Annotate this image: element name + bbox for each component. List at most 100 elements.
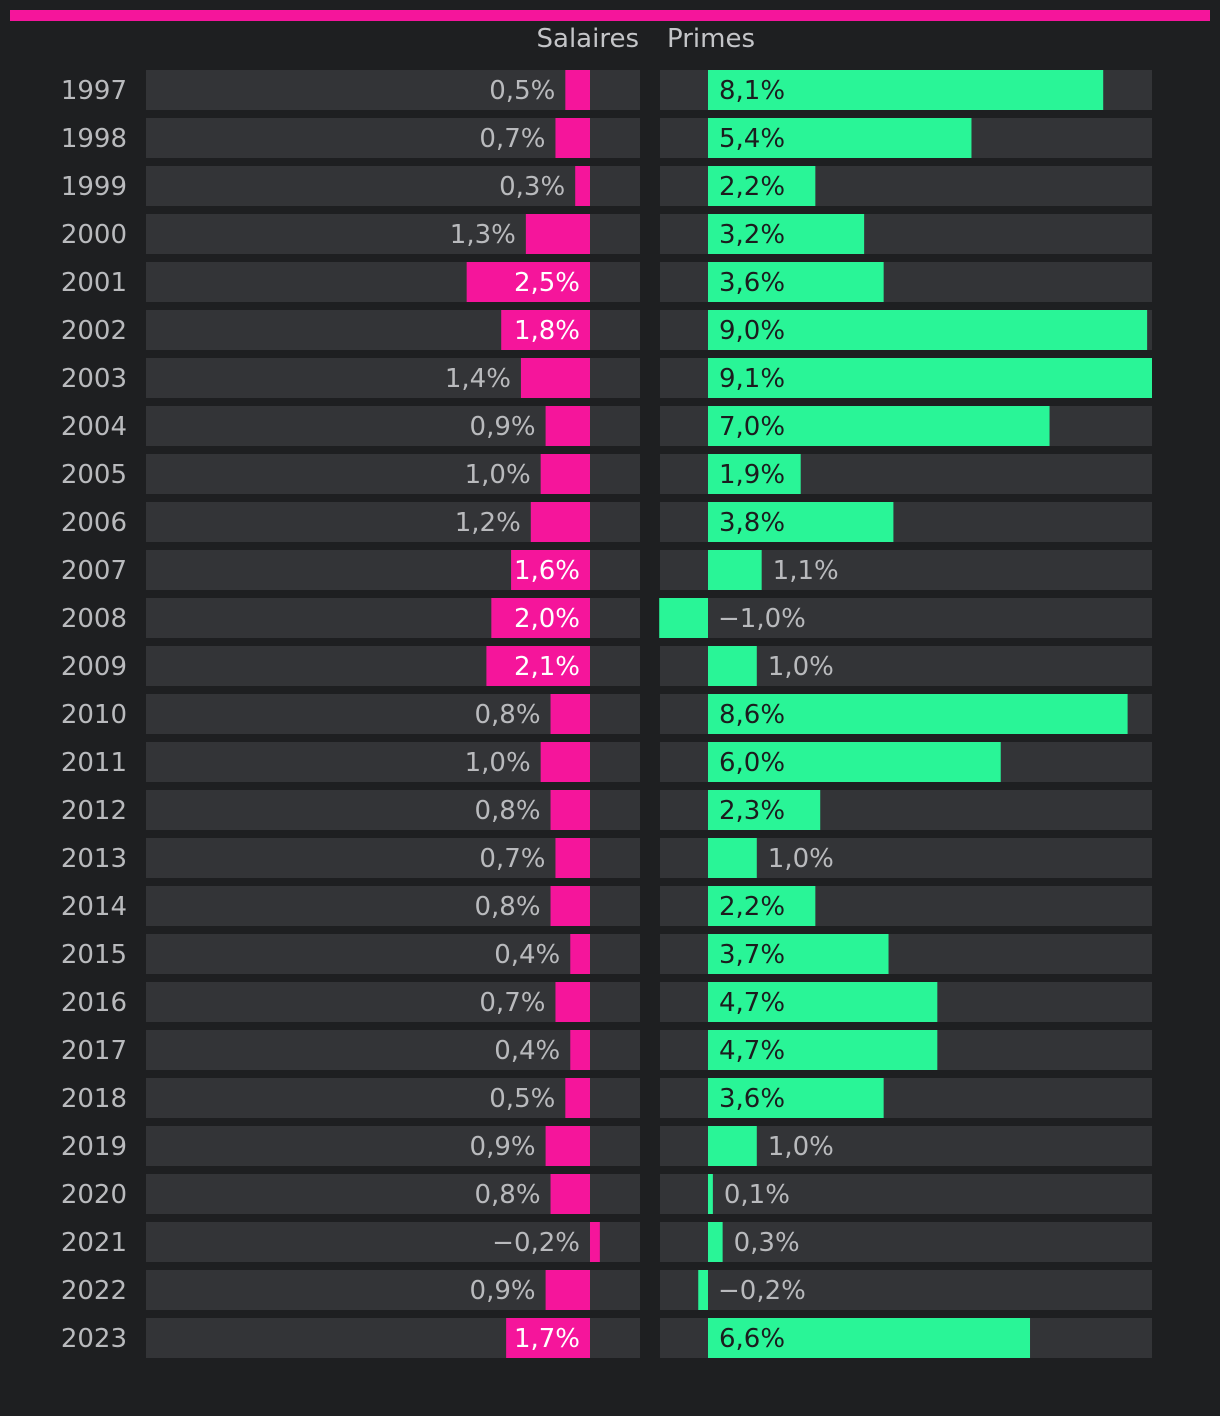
- year-label: 1999: [61, 172, 127, 202]
- salaires-bar: [550, 694, 590, 734]
- salaires-track: [146, 1078, 640, 1118]
- year-label: 2021: [61, 1228, 127, 1258]
- salaires-data-label: 0,9%: [470, 412, 536, 442]
- salaires-data-label: 0,7%: [479, 988, 545, 1018]
- salaires-track: [146, 934, 640, 974]
- year-label: 2012: [61, 796, 127, 826]
- primes-data-label: −0,2%: [718, 1276, 806, 1306]
- primes-data-label: 8,6%: [719, 700, 785, 730]
- salaires-bar: [550, 1174, 590, 1214]
- primes-data-label: 0,1%: [724, 1180, 790, 1210]
- primes-track: [660, 1270, 1152, 1310]
- year-label: 2003: [61, 364, 127, 394]
- salaires-bar: [511, 550, 590, 590]
- primes-bar: [708, 1318, 1031, 1358]
- top-accent-bar: [10, 10, 1210, 21]
- primes-bar: [708, 358, 1152, 398]
- header-salaires: Salaires: [536, 24, 639, 54]
- primes-data-label: 3,6%: [719, 1084, 785, 1114]
- salaires-data-label: 0,5%: [489, 76, 555, 106]
- primes-bar: [708, 118, 972, 158]
- salaires-bar: [520, 358, 590, 398]
- salaires-bar: [590, 1222, 600, 1262]
- primes-data-label: 7,0%: [719, 412, 785, 442]
- primes-bar: [708, 838, 757, 878]
- salaires-data-label: 0,4%: [494, 940, 560, 970]
- primes-data-label: 2,3%: [719, 796, 785, 826]
- primes-data-label: 1,9%: [719, 460, 785, 490]
- salaires-data-label: 1,3%: [450, 220, 516, 250]
- primes-bar: [708, 1078, 884, 1118]
- salaires-data-label: 0,8%: [474, 892, 540, 922]
- salaires-bar: [545, 1270, 590, 1310]
- year-label: 2022: [61, 1276, 127, 1306]
- salaires-data-label: 1,8%: [514, 316, 580, 346]
- primes-data-label: 8,1%: [719, 76, 785, 106]
- primes-bar: [708, 454, 801, 494]
- salaires-data-label: 1,0%: [465, 748, 531, 778]
- primes-data-label: 1,0%: [768, 844, 834, 874]
- year-label: 2015: [61, 940, 127, 970]
- primes-bar: [708, 70, 1104, 110]
- salaires-data-label: 0,4%: [494, 1036, 560, 1066]
- primes-bar: [708, 262, 884, 302]
- year-label: 2002: [61, 316, 127, 346]
- primes-data-label: 5,4%: [719, 124, 785, 154]
- header-primes: Primes: [667, 24, 756, 54]
- salaires-bar: [565, 1078, 590, 1118]
- salaires-data-label: 0,7%: [479, 844, 545, 874]
- primes-data-label: 1,1%: [773, 556, 839, 586]
- primes-bar: [708, 550, 762, 590]
- salaires-track: [146, 70, 640, 110]
- year-label: 2017: [61, 1036, 127, 1066]
- year-label: 2020: [61, 1180, 127, 1210]
- salaires-data-label: 2,1%: [514, 652, 580, 682]
- year-label: 2013: [61, 844, 127, 874]
- primes-bar: [708, 1126, 757, 1166]
- salaires-data-label: 2,0%: [514, 604, 580, 634]
- primes-data-label: 2,2%: [719, 172, 785, 202]
- salaires-bar: [555, 982, 590, 1022]
- primes-data-label: 0,3%: [734, 1228, 800, 1258]
- salaires-bar: [570, 1030, 590, 1070]
- salaires-bar: [525, 214, 590, 254]
- primes-data-label: 3,2%: [719, 220, 785, 250]
- primes-data-label: 3,8%: [719, 508, 785, 538]
- primes-data-label: 9,0%: [719, 316, 785, 346]
- year-label: 2014: [61, 892, 127, 922]
- year-label: 2004: [61, 412, 127, 442]
- salaires-bar: [486, 646, 590, 686]
- year-label: 2008: [61, 604, 127, 634]
- salaires-bar: [575, 166, 590, 206]
- salaires-bar: [501, 310, 590, 350]
- salaires-bar: [555, 838, 590, 878]
- year-label: 2007: [61, 556, 127, 586]
- primes-data-label: 4,7%: [719, 1036, 785, 1066]
- primes-data-label: 3,7%: [719, 940, 785, 970]
- year-label: 2018: [61, 1084, 127, 1114]
- salaires-data-label: 0,8%: [474, 1180, 540, 1210]
- primes-track: [660, 598, 1152, 638]
- salaires-data-label: 0,9%: [470, 1276, 536, 1306]
- salaires-data-label: 1,2%: [455, 508, 521, 538]
- year-label: 2000: [61, 220, 127, 250]
- year-label: 2006: [61, 508, 127, 538]
- salaires-data-label: 1,7%: [514, 1324, 580, 1354]
- primes-track: [660, 1174, 1152, 1214]
- primes-bar: [708, 742, 1001, 782]
- primes-bar: [708, 886, 816, 926]
- salaires-data-label: 0,8%: [474, 700, 540, 730]
- salaires-data-label: 0,3%: [499, 172, 565, 202]
- primes-bar: [708, 502, 894, 542]
- primes-data-label: 4,7%: [719, 988, 785, 1018]
- year-label: 2009: [61, 652, 127, 682]
- year-label: 2005: [61, 460, 127, 490]
- year-label: 1997: [61, 76, 127, 106]
- salaires-bar: [555, 118, 590, 158]
- salaires-bar: [565, 70, 590, 110]
- primes-bar: [708, 934, 889, 974]
- salaires-bar: [540, 742, 590, 782]
- salaires-data-label: 0,7%: [479, 124, 545, 154]
- primes-bar: [708, 1222, 723, 1262]
